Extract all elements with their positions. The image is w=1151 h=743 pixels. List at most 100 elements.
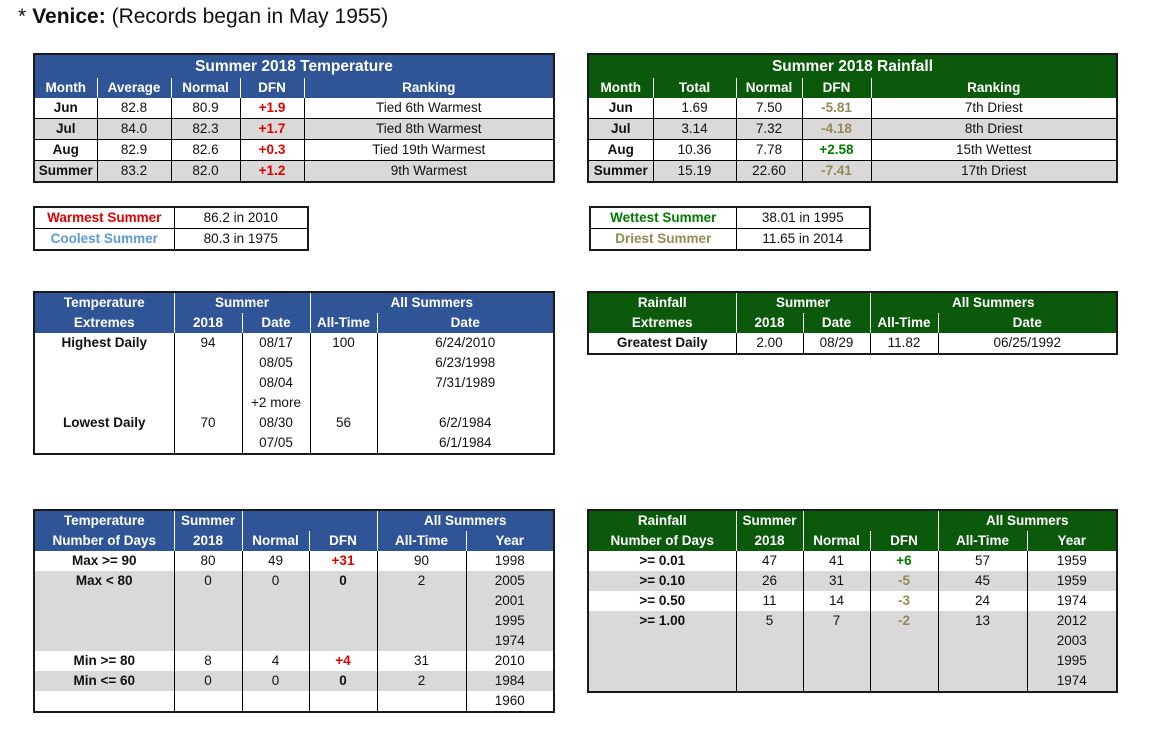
temperature-table: Summer 2018 Temperature Month Average No… (33, 53, 555, 183)
extremes-header-line1: Rainfall (637, 295, 687, 310)
month-cell: Jun (53, 100, 78, 115)
value-year: 1995 (1026, 651, 1117, 671)
date-cell: 08/30 (241, 413, 310, 433)
value-normal: 14 (802, 591, 870, 611)
wettest-summer-label: Wettest Summer (610, 210, 717, 225)
table-row: Max >= 90 80 49 +31 90 1998 (34, 551, 554, 571)
lowest-daily-label: Lowest Daily (62, 415, 146, 430)
col-month: Month (600, 80, 641, 95)
all-summers-header: All Summers (937, 510, 1117, 531)
value-alltime: 2 (376, 571, 466, 591)
value-dfn: +31 (308, 551, 377, 571)
date-cell: 6/2/1984 (376, 413, 554, 433)
table-row: Coolest Summer 80.3 in 1975 (34, 228, 308, 250)
table-row: Jul 84.0 82.3 +1.7 Tied 8th Warmest (34, 118, 554, 140)
col-alltime: All-Time (309, 313, 377, 333)
month-cell: Summer (34, 160, 97, 182)
ranking-cell: Tied 6th Warmest (303, 98, 554, 119)
col-normal: Normal (802, 531, 870, 551)
ranking-cell: Tied 8th Warmest (303, 118, 554, 140)
date-cell: 6/1/1984 (376, 433, 554, 454)
ranking-cell: 9th Warmest (303, 160, 554, 182)
normal-cell: 80.9 (170, 98, 240, 119)
value-normal: 7 (802, 611, 870, 631)
date-cell: 08/29 (802, 333, 870, 354)
dfn-cell: -5.81 (801, 98, 871, 119)
month-cell: Jun (608, 100, 633, 115)
month-cell: Jul (34, 118, 97, 140)
temperature-table-title: Summer 2018 Temperature (195, 58, 393, 75)
col-2018: 2018 (735, 531, 803, 551)
extremes-header-line1: Temperature (63, 295, 145, 310)
total-cell: 10.36 (652, 139, 736, 161)
value-year: 1960 (465, 691, 554, 712)
table-row: Max < 80 0 0 0 2 2005 (34, 571, 554, 591)
table-row: Min <= 60 0 0 0 2 1984 (34, 671, 554, 691)
temperature-extremes-table: Temperature Summer All Summers Extremes … (33, 291, 555, 455)
table-row: >= 1.00 5 7 -2 13 2012 (588, 611, 1117, 631)
col-total: Total (652, 78, 736, 98)
table-row: Summer 83.2 82.0 +1.2 9th Warmest (34, 160, 554, 182)
summer-header: Summer (735, 510, 803, 531)
value-dfn: 0 (308, 671, 377, 691)
dfn-cell: +1.9 (239, 98, 304, 119)
date-cell: 08/04 (241, 373, 310, 393)
col-normal: Normal (170, 78, 240, 98)
table-row: Wettest Summer 38.01 in 1995 (590, 207, 870, 229)
value-alltime: 45 (937, 571, 1027, 591)
col-dfn: DFN (801, 78, 871, 98)
table-row: 08/04 7/31/1989 (34, 373, 554, 393)
col-month: Month (45, 80, 86, 95)
value-2018: 11 (735, 591, 803, 611)
days-header-line1: Rainfall (637, 513, 687, 528)
days-label: Min >= 80 (73, 653, 136, 668)
all-summers-header: All Summers (869, 292, 1117, 313)
normal-cell: 82.3 (170, 118, 240, 140)
location-name: Venice: (32, 5, 106, 28)
ranking-cell: 15th Wettest (870, 139, 1117, 161)
col-date: Date (241, 313, 310, 333)
days-label: Max >= 90 (71, 553, 137, 568)
value-normal: 31 (802, 571, 870, 591)
extremes-header-line2: Extremes (631, 315, 693, 330)
ranking-cell: 17th Driest (870, 160, 1117, 182)
col-normal: Normal (241, 531, 309, 551)
summer-header: Summer (735, 292, 870, 313)
alltime-cell: 100 (309, 333, 377, 353)
rainfall-extremes-table: Rainfall Summer All Summers Extremes 201… (587, 291, 1118, 355)
greatest-daily-label: Greatest Daily (616, 335, 708, 350)
col-ranking: Ranking (870, 78, 1117, 98)
days-label: Max < 80 (75, 573, 133, 588)
table-row: Jun 82.8 80.9 +1.9 Tied 6th Warmest (34, 98, 554, 119)
summer-header: Summer (173, 510, 242, 531)
table-row: +2 more (34, 393, 554, 413)
value-normal: 49 (241, 551, 309, 571)
normal-cell: 7.50 (735, 98, 802, 119)
alltime-cell: 11.82 (869, 333, 938, 354)
days-label: >= 0.10 (639, 573, 686, 588)
days-label: >= 0.01 (639, 553, 686, 568)
highest-daily-label: Highest Daily (61, 335, 148, 350)
high-value: 94 (173, 333, 242, 353)
table-row: >= 0.10 26 31 -5 45 1959 (588, 571, 1117, 591)
value-year: 1959 (1026, 551, 1117, 571)
normal-cell: 82.0 (170, 160, 240, 182)
wettest-summer-value: 38.01 in 1995 (735, 207, 870, 229)
driest-summer-value: 11.65 in 2014 (735, 228, 870, 250)
extremes-header-line2: Extremes (73, 315, 135, 330)
coolest-summer-label: Coolest Summer (34, 228, 174, 250)
ranking-cell: 8th Driest (870, 118, 1117, 140)
more-dates-note: +2 more (241, 393, 310, 413)
value-alltime: 2 (376, 671, 466, 691)
value-alltime: 13 (937, 611, 1027, 631)
col-alltime: All-Time (869, 313, 938, 333)
star-marker: * (18, 5, 27, 28)
average-cell: 84.0 (96, 118, 171, 140)
date-cell: 7/31/1989 (376, 373, 554, 393)
coolest-summer-value: 80.3 in 1975 (173, 228, 308, 250)
table-row: Lowest Daily 70 08/30 56 6/2/1984 (34, 413, 554, 433)
value-year: 1995 (465, 611, 554, 631)
table-row: Jun 1.69 7.50 -5.81 7th Driest (588, 98, 1117, 119)
table-row: Min >= 80 8 4 +4 31 2010 (34, 651, 554, 671)
summer-header: Summer (173, 292, 310, 313)
